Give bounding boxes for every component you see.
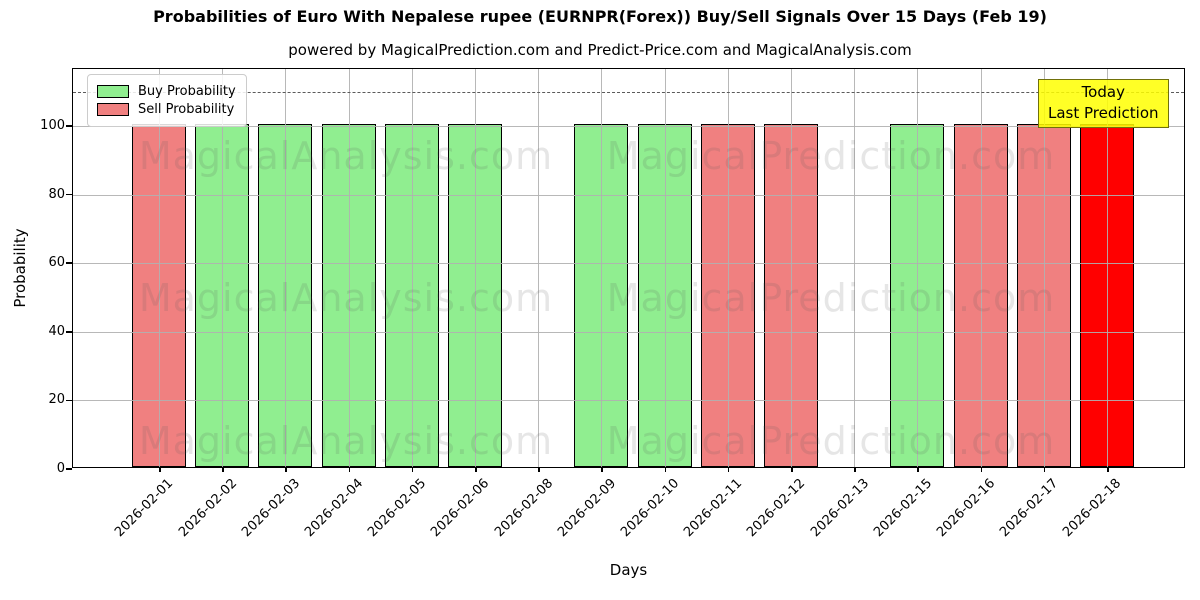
watermark-text: MagicalAnalysis.com bbox=[138, 276, 554, 320]
legend-label-buy: Buy Probability bbox=[138, 84, 236, 99]
x-tick-label: 2026-02-02 bbox=[175, 476, 240, 541]
grid-line-horizontal bbox=[73, 331, 1184, 333]
x-tick-mark bbox=[1043, 467, 1046, 472]
grid-line-vertical bbox=[854, 69, 856, 467]
watermark-text: MagicalAnalysis.com bbox=[138, 134, 554, 178]
legend-entry-sell: Sell Probability bbox=[97, 102, 236, 117]
x-tick-mark bbox=[348, 467, 351, 472]
y-tick-mark bbox=[66, 331, 72, 333]
annotation-line-1: Today bbox=[1081, 83, 1125, 101]
y-tick-label: 20 bbox=[48, 392, 65, 408]
x-tick-label: 2026-02-15 bbox=[870, 476, 935, 541]
grid-line-horizontal bbox=[73, 194, 1184, 196]
y-tick-mark bbox=[66, 262, 72, 264]
grid-line-vertical bbox=[727, 69, 729, 467]
watermark-text: MagicalPrediction.com bbox=[606, 276, 1056, 320]
grid-line-horizontal bbox=[73, 263, 1184, 265]
x-tick-label: 2026-02-17 bbox=[997, 476, 1062, 541]
y-tick-mark bbox=[66, 399, 72, 402]
legend: Buy Probability Sell Probability bbox=[87, 74, 247, 127]
grid-line-vertical bbox=[159, 69, 160, 467]
x-tick-label: 2026-02-01 bbox=[112, 476, 177, 541]
grid-line-vertical bbox=[285, 69, 287, 467]
x-tick-mark bbox=[222, 467, 224, 472]
x-tick-label: 2026-02-06 bbox=[428, 476, 493, 541]
grid-line-vertical bbox=[917, 69, 919, 467]
grid-line-vertical bbox=[348, 69, 350, 467]
x-tick-label: 2026-02-03 bbox=[238, 476, 303, 541]
x-tick-mark bbox=[727, 467, 730, 472]
watermark-text: MagicalPrediction.com bbox=[606, 419, 1056, 463]
watermark-text: MagicalPrediction.com bbox=[606, 134, 1056, 178]
y-tick-mark bbox=[66, 125, 72, 127]
grid-line-horizontal bbox=[73, 125, 1184, 127]
x-tick-mark bbox=[475, 467, 477, 472]
x-tick-label: 2026-02-08 bbox=[491, 476, 556, 541]
sell-probability-swatch bbox=[97, 103, 129, 116]
legend-label-sell: Sell Probability bbox=[138, 102, 235, 117]
x-tick-label: 2026-02-16 bbox=[934, 476, 999, 541]
y-tick-label: 40 bbox=[48, 323, 65, 339]
y-tick-mark bbox=[66, 468, 72, 470]
x-tick-label: 2026-02-04 bbox=[302, 476, 367, 541]
grid-line-vertical bbox=[475, 69, 476, 467]
annotation-line-2: Last Prediction bbox=[1048, 104, 1159, 122]
x-tick-label: 2026-02-10 bbox=[618, 476, 683, 541]
x-tick-mark bbox=[1107, 467, 1109, 472]
x-tick-label: 2026-02-09 bbox=[554, 476, 619, 541]
x-tick-mark bbox=[854, 467, 856, 472]
chart-subtitle: powered by MagicalPrediction.com and Pre… bbox=[288, 41, 912, 59]
x-axis-label: Days bbox=[609, 561, 648, 579]
grid-line-vertical bbox=[664, 69, 666, 467]
today-last-prediction-annotation: Today Last Prediction bbox=[1038, 79, 1169, 128]
x-tick-label: 2026-02-13 bbox=[807, 476, 872, 541]
x-tick-mark bbox=[411, 467, 414, 472]
y-tick-label: 100 bbox=[40, 117, 65, 133]
x-tick-label: 2026-02-12 bbox=[744, 476, 809, 541]
buy-probability-swatch bbox=[97, 85, 129, 98]
watermark-text: MagicalAnalysis.com bbox=[138, 419, 554, 463]
y-tick-label: 0 bbox=[56, 461, 65, 476]
x-tick-mark bbox=[980, 467, 983, 472]
chart-title: Probabilities of Euro With Nepalese rupe… bbox=[153, 7, 1047, 26]
grid-line-vertical bbox=[538, 69, 540, 467]
x-tick-mark bbox=[538, 467, 540, 472]
x-tick-label: 2026-02-11 bbox=[681, 476, 746, 541]
y-tick-label: 60 bbox=[48, 255, 65, 271]
grid-line-vertical bbox=[222, 69, 224, 467]
y-tick-label: 80 bbox=[48, 186, 65, 202]
x-tick-label: 2026-02-05 bbox=[365, 476, 430, 541]
grid-line-vertical bbox=[791, 69, 792, 467]
legend-entry-buy: Buy Probability bbox=[97, 84, 236, 99]
x-tick-mark bbox=[664, 467, 667, 472]
x-tick-mark bbox=[159, 467, 161, 472]
grid-line-vertical bbox=[1043, 69, 1045, 467]
plot-area: Buy Probability Sell Probability Today L… bbox=[40, 68, 1185, 540]
grid-line-horizontal bbox=[73, 400, 1184, 402]
grid-line-vertical bbox=[1107, 69, 1108, 467]
x-tick-mark bbox=[791, 467, 793, 472]
grid-line-vertical bbox=[411, 69, 413, 467]
x-tick-label: 2026-02-18 bbox=[1060, 476, 1125, 541]
grid-line-vertical bbox=[980, 69, 982, 467]
x-tick-mark bbox=[285, 467, 287, 472]
x-tick-mark bbox=[917, 467, 919, 472]
x-tick-mark bbox=[601, 467, 603, 472]
dashed-guide-line bbox=[73, 91, 1184, 93]
grid-line-vertical bbox=[601, 69, 603, 467]
y-tick-mark bbox=[66, 193, 72, 196]
